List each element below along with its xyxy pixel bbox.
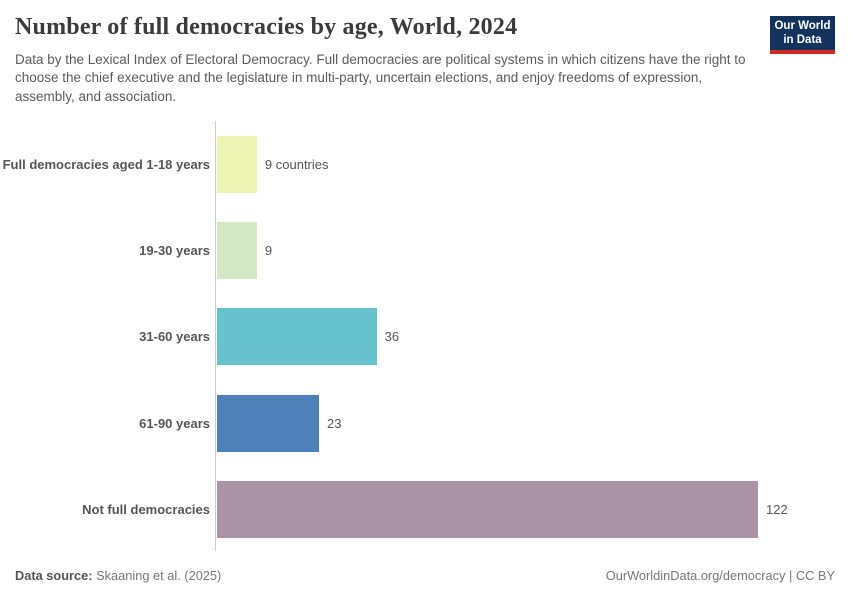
value-label: 36 [384, 329, 400, 345]
chart-bar-row: 61-90 years 23 [0, 380, 850, 466]
chart-bar-row: Full democracies aged 1-18 years 9 countr… [0, 121, 850, 207]
owid-logo-line2: in Data [783, 34, 822, 47]
bar[interactable] [217, 308, 377, 366]
bar[interactable] [217, 481, 758, 539]
category-label: 31-60 years [139, 329, 210, 345]
value-label: 9 countries [264, 156, 329, 172]
footer-credit: OurWorldinData.org/democracy | CC BY [605, 568, 835, 583]
bar-chart: Full democracies aged 1-18 years 9 countr… [0, 121, 850, 553]
chart-subtitle: Data by the Lexical Index of Electoral D… [15, 52, 746, 104]
value-label: 9 [264, 243, 273, 259]
chart-rows: Full democracies aged 1-18 years 9 countr… [0, 121, 850, 553]
data-source: Data source: Skaaning et al. (2025) [15, 568, 221, 583]
category-label: Full democracies aged 1-18 years [2, 156, 210, 172]
owid-logo[interactable]: Our World in Data [770, 16, 835, 54]
y-axis-line [215, 121, 216, 551]
value-label: 122 [766, 502, 788, 518]
chart-bar-row: 31-60 years 36 [0, 294, 850, 380]
owid-logo-line1: Our World [774, 20, 831, 32]
category-label: Not full democracies [82, 502, 210, 518]
bar[interactable] [217, 394, 319, 452]
chart-footer: Data source: Skaaning et al. (2025) OurW… [15, 568, 835, 583]
category-label: 61-90 years [139, 415, 210, 431]
bar[interactable] [217, 135, 257, 193]
bar[interactable] [217, 222, 257, 280]
chart-bar-row: Not full democracies 122 [0, 467, 850, 553]
data-source-label: Data source: [15, 568, 93, 583]
category-label: 19-30 years [139, 243, 210, 259]
data-source-value: Skaaning et al. (2025) [96, 568, 222, 583]
chart-title: Number of full democracies by age, World… [15, 14, 518, 40]
chart-bar-row: 19-30 years 9 [0, 207, 850, 293]
value-label: 23 [326, 415, 342, 431]
